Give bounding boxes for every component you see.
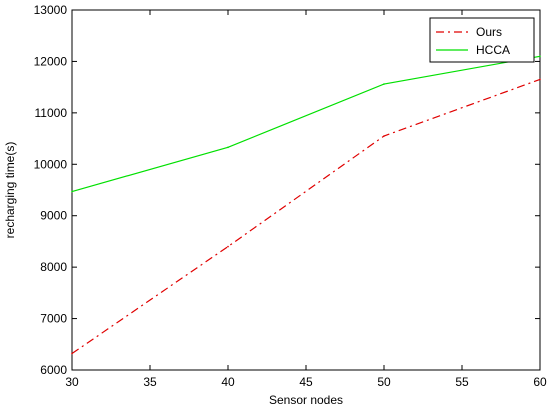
data-point-ours: [383, 135, 385, 137]
legend-box: [429, 17, 535, 63]
data-point-ours: [227, 245, 229, 248]
data-point-ours: [71, 352, 73, 355]
x-tick-label: 55: [455, 375, 469, 389]
y-tick-label: 13000: [34, 3, 68, 17]
series-layer: [71, 55, 541, 355]
ticks-layer: 30 35 40 45 50 55 60 6000 7000 8000 9000 10000 11000…: [34, 3, 547, 389]
x-tick-label: 60: [533, 375, 547, 389]
legend-label-hcca: HCCA: [476, 43, 510, 57]
x-tick-label: 45: [299, 375, 313, 389]
y-tick-label: 11000: [35, 106, 68, 120]
data-point-hcca: [383, 83, 385, 85]
x-tick-label: 40: [221, 375, 235, 389]
y-tick-label: 6000: [40, 363, 67, 377]
x-tick-label: 50: [377, 375, 391, 389]
legend-label-ours: Ours: [476, 25, 502, 39]
series-line-ours: [71, 78, 541, 355]
y-tick-label: 12000: [34, 54, 68, 68]
x-tick-label: 30: [65, 375, 79, 389]
x-tick-label: 35: [143, 375, 157, 389]
y-axis-label: recharging time(s): [3, 142, 17, 239]
data-point-hcca: [539, 55, 541, 58]
series-line-hcca: [71, 55, 541, 193]
y-tick-label: 7000: [40, 312, 67, 326]
y-tick-label: 10000: [34, 157, 68, 171]
plot-area: [71, 9, 541, 371]
y-tick-label: 8000: [40, 260, 67, 274]
data-point-hcca: [71, 190, 73, 193]
data-point-hcca: [227, 146, 229, 149]
data-point-ours: [539, 78, 541, 81]
x-axis-label: Sensor nodes: [269, 393, 343, 407]
y-tick-label: 9000: [40, 209, 67, 223]
legend: Ours HCCA: [429, 17, 535, 63]
